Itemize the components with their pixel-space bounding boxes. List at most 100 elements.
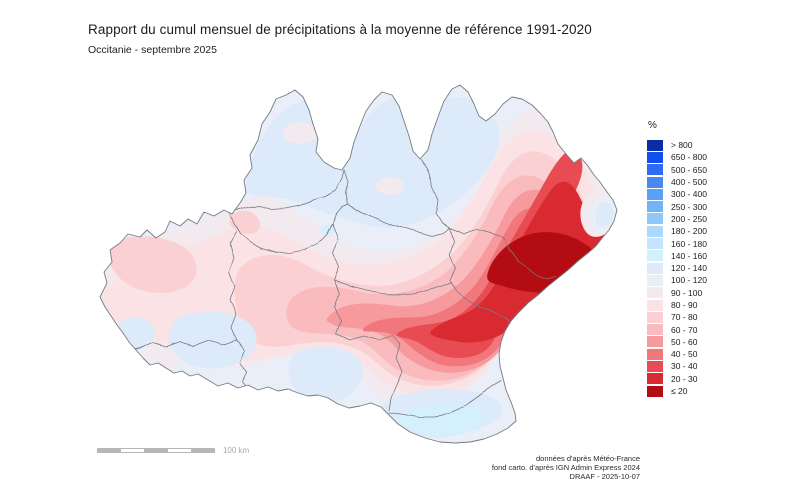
border-tarn-south bbox=[333, 279, 453, 296]
border-lozere-gard-herault bbox=[449, 227, 557, 280]
legend-swatch bbox=[647, 311, 663, 323]
legend-entry-label: 100 - 120 bbox=[671, 275, 707, 286]
legend-entry: 180 - 200 bbox=[647, 225, 767, 237]
legend-entry: ≤ 20 bbox=[647, 385, 767, 397]
legend-entry-label: 30 - 40 bbox=[671, 361, 698, 372]
border-gers-hp-south bbox=[130, 339, 237, 351]
legend-entry-label: 200 - 250 bbox=[671, 213, 707, 224]
legend-entry-label: 500 - 650 bbox=[671, 164, 707, 175]
legend-entry-label: 160 - 180 bbox=[671, 238, 707, 249]
color-scale-legend: % > 800 650 - 800 500 - 650 400 - 500 300 - … bbox=[647, 120, 767, 397]
legend-entry-label: 90 - 100 bbox=[671, 287, 703, 298]
border-hg-ariege bbox=[331, 223, 403, 411]
isoband-120-140-south-center bbox=[168, 311, 257, 369]
legend-entry-label: 120 - 140 bbox=[671, 263, 707, 274]
isoband-120-140-east-tip bbox=[596, 202, 614, 227]
legend-entry-label: 140 - 160 bbox=[671, 250, 707, 261]
legend-swatch bbox=[647, 188, 663, 200]
isoband-30-40 bbox=[396, 150, 583, 358]
legend-swatch bbox=[647, 299, 663, 311]
isoband-90-100-lot-spot bbox=[283, 122, 317, 144]
legend-entry: 50 - 60 bbox=[647, 336, 767, 348]
legend-entry-label: 20 - 30 bbox=[671, 373, 698, 384]
isoband-fills bbox=[100, 85, 617, 443]
legend-entry: 120 - 140 bbox=[647, 262, 767, 274]
legend-swatch bbox=[647, 176, 663, 188]
legend-swatch bbox=[647, 385, 663, 397]
legend-entry-label: 650 - 800 bbox=[671, 152, 707, 163]
legend-entry: 20 - 30 bbox=[647, 373, 767, 385]
legend-entry-label: 300 - 400 bbox=[671, 189, 707, 200]
border-gers-east bbox=[228, 231, 237, 341]
scale-bar-segment bbox=[144, 448, 168, 453]
legend-swatch bbox=[647, 336, 663, 348]
legend-entry-label: 180 - 200 bbox=[671, 226, 707, 237]
legend-swatch bbox=[647, 373, 663, 385]
legend-entry: 200 - 250 bbox=[647, 213, 767, 225]
legend-entry-label: 400 - 500 bbox=[671, 177, 707, 188]
isoband-70-80-gers bbox=[107, 236, 197, 293]
region-outline bbox=[99, 84, 618, 444]
credits-line-basemap: fond carto. d'après IGN Admin Express 20… bbox=[491, 463, 640, 472]
credits-line-data-source: données d'après Météo-France bbox=[536, 454, 640, 463]
legend-entry: 500 - 650 bbox=[647, 164, 767, 176]
legend-swatch bbox=[647, 151, 663, 163]
scale-bar: 100 km bbox=[97, 446, 249, 455]
border-aude-po bbox=[388, 380, 502, 418]
legend-entry-label: 50 - 60 bbox=[671, 336, 698, 347]
credits-line-author-date: DRAAF - 2025-10-07 bbox=[569, 472, 640, 481]
legend-entry: 40 - 50 bbox=[647, 348, 767, 360]
scale-bar-segment bbox=[167, 448, 192, 453]
legend-entry: 30 - 40 bbox=[647, 360, 767, 372]
legend-entry-label: > 800 bbox=[671, 140, 693, 151]
scale-bar-track bbox=[97, 448, 215, 453]
legend-entry: 300 - 400 bbox=[647, 188, 767, 200]
isoband-70-80-tarn-et-garonne bbox=[229, 210, 260, 234]
legend-entry: 90 - 100 bbox=[647, 287, 767, 299]
legend-entry: 70 - 80 bbox=[647, 311, 767, 323]
legend-entry: 100 - 120 bbox=[647, 274, 767, 286]
isoband-120-140-ariege bbox=[288, 346, 363, 402]
legend-swatch bbox=[647, 238, 663, 250]
legend-entry-label: 60 - 70 bbox=[671, 324, 698, 335]
legend-entry: 650 - 800 bbox=[647, 151, 767, 163]
border-lot-south bbox=[228, 169, 345, 213]
legend-swatch bbox=[647, 360, 663, 372]
legend-swatch bbox=[647, 250, 663, 262]
legend-swatch bbox=[647, 139, 663, 151]
legend-entry: > 800 bbox=[647, 139, 767, 151]
border-aveyron-lozere bbox=[420, 158, 451, 229]
legend-entry-label: 40 - 50 bbox=[671, 349, 698, 360]
legend-unit-label: % bbox=[648, 120, 657, 131]
scale-bar-segment bbox=[191, 448, 215, 453]
scale-bar-segment bbox=[120, 448, 145, 453]
legend-entry-label: 80 - 90 bbox=[671, 300, 698, 310]
isoband-140-160-po bbox=[396, 404, 486, 435]
border-lot-aveyron bbox=[343, 169, 349, 205]
border-hp-hg bbox=[235, 339, 248, 390]
legend-swatch bbox=[647, 324, 663, 336]
legend-swatch bbox=[647, 274, 663, 286]
legend-entry: 140 - 160 bbox=[647, 250, 767, 262]
legend-entry-label: 250 - 300 bbox=[671, 201, 707, 212]
legend-entry: 400 - 500 bbox=[647, 176, 767, 188]
border-herault-west-aude bbox=[448, 227, 513, 333]
legend-entry: 80 - 90 bbox=[647, 299, 767, 311]
department-borders bbox=[130, 158, 557, 418]
legend-swatch bbox=[647, 262, 663, 274]
border-tarn-et-garonne bbox=[228, 203, 349, 254]
legend-swatch bbox=[647, 213, 663, 225]
border-tarn-north bbox=[347, 203, 451, 237]
legend-rows: > 800 650 - 800 500 - 650 400 - 500 300 - 40… bbox=[647, 139, 767, 397]
scale-bar-segment bbox=[97, 448, 121, 453]
figure-title: Rapport du cumul mensuel de précipitatio… bbox=[88, 22, 592, 37]
legend-entry: 250 - 300 bbox=[647, 200, 767, 213]
figure-subtitle: Occitanie - septembre 2025 bbox=[88, 44, 217, 56]
legend-swatch bbox=[647, 348, 663, 360]
figure-header: Rapport du cumul mensuel de précipitatio… bbox=[88, 22, 592, 56]
legend-entry-label: ≤ 20 bbox=[671, 386, 688, 397]
credits: données d'après Météo-France fond carto.… bbox=[492, 454, 640, 481]
legend-swatch bbox=[647, 164, 663, 176]
